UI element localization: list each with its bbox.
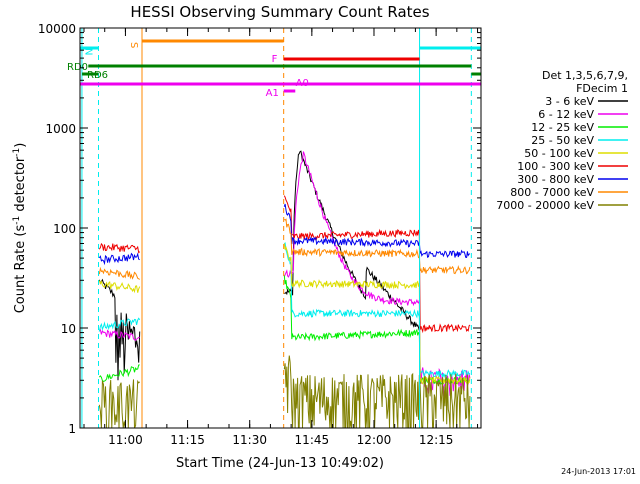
legend-label: 300 - 800 keV xyxy=(517,173,594,186)
y-axis-label: Count Rate (s-1 detector-1) xyxy=(12,143,28,314)
legend-label: 50 - 100 keV xyxy=(524,147,594,160)
legend-label: 6 - 12 keV xyxy=(538,108,594,121)
series-line xyxy=(98,364,140,382)
series-line xyxy=(98,328,140,341)
legend-label: 12 - 25 keV xyxy=(531,121,594,134)
series-line xyxy=(98,317,141,332)
legend-label: 100 - 300 keV xyxy=(517,160,594,173)
status-flag-label: RD0 xyxy=(67,62,88,73)
legend-label: 3 - 6 keV xyxy=(545,95,594,108)
legend-header: Det 1,3,5,6,7,9, xyxy=(542,69,628,82)
y-tick-label: 1000 xyxy=(45,122,76,136)
y-tick-label: 100 xyxy=(53,222,76,236)
status-flag-label: N xyxy=(83,48,94,55)
series-line xyxy=(284,242,471,379)
footer-timestamp: 24-Jun-2013 17:01 xyxy=(561,467,636,476)
series-line xyxy=(283,218,471,275)
x-tick-label: 12:15 xyxy=(419,433,454,447)
chart-title: HESSI Observing Summary Count Rates xyxy=(130,3,429,21)
y-tick-label: 1 xyxy=(68,422,76,436)
series-line xyxy=(98,242,141,254)
status-flag-label: A1 xyxy=(266,88,279,99)
status-flag-label: F xyxy=(272,54,278,65)
y-tick-label: 10000 xyxy=(38,22,76,36)
status-flag-label: RD6 xyxy=(87,70,108,81)
legend-label: 7000 - 20000 keV xyxy=(496,199,594,212)
legend-label: 800 - 7000 keV xyxy=(510,186,594,199)
series-line xyxy=(98,266,140,280)
series-line xyxy=(98,280,141,294)
series-line xyxy=(98,252,140,266)
y-tick-label: 10 xyxy=(61,322,76,336)
series-line xyxy=(284,150,420,331)
x-tick-label: 11:15 xyxy=(170,433,205,447)
x-tick-label: 12:00 xyxy=(357,433,392,447)
x-tick-label: 11:30 xyxy=(232,433,267,447)
x-tick-label: 11:45 xyxy=(295,433,330,447)
status-flag-label: A0 xyxy=(296,78,309,89)
series-line xyxy=(98,379,141,429)
x-axis-label: Start Time (24-Jun-13 10:49:02) xyxy=(176,456,384,471)
series-line xyxy=(283,243,471,386)
legend-header: FDecim 1 xyxy=(576,82,628,95)
series-line xyxy=(98,278,141,381)
legend-label: 25 - 50 keV xyxy=(531,134,594,147)
series-line xyxy=(283,355,471,429)
status-flag-label: S xyxy=(128,42,139,48)
x-tick-label: 11:00 xyxy=(108,433,143,447)
series-line xyxy=(283,203,471,258)
